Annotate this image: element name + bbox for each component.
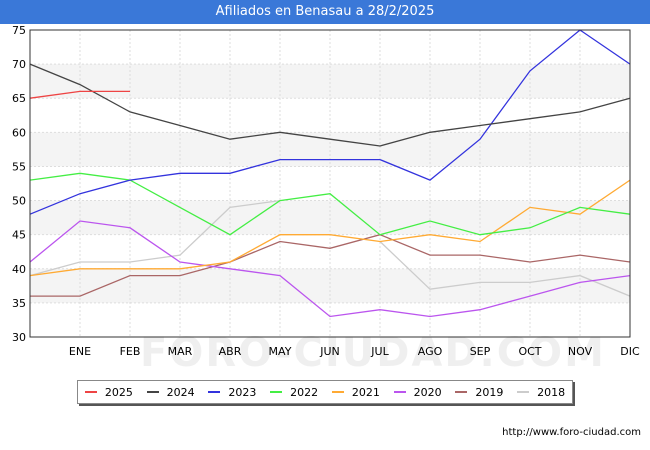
legend-label: 2025 xyxy=(104,385,133,399)
legend-label: 2018 xyxy=(537,385,566,399)
series-line-2019 xyxy=(30,234,631,297)
y-tick-label: 55 xyxy=(12,160,26,173)
x-tick-label: OCT xyxy=(518,345,541,358)
series-line-2025 xyxy=(29,90,130,99)
x-tick-label: MAY xyxy=(269,345,292,358)
series-line-2023 xyxy=(29,29,631,215)
legend-label: 2020 xyxy=(413,385,442,399)
y-tick-label: 60 xyxy=(12,126,26,139)
y-tick-label: 50 xyxy=(12,195,26,208)
plot-border xyxy=(29,29,631,338)
x-tick-label: DIC xyxy=(620,345,640,358)
y-axis-ticks: 30 35 40 45 50 55 60 65 70 75 xyxy=(12,24,26,344)
series-lines xyxy=(29,29,631,318)
legend: 2025 2024 2023 2022 2021 2020 2019 2018 xyxy=(77,380,573,404)
watermark: FORO-CIUDAD.COM xyxy=(140,330,606,376)
y-tick-label: 65 xyxy=(12,92,26,105)
x-tick-label: MAR xyxy=(168,345,193,358)
series-line-2020 xyxy=(29,220,631,318)
plot-band xyxy=(30,200,630,235)
plot-band xyxy=(30,64,630,99)
x-tick-label: JUL xyxy=(370,345,389,358)
legend-label: 2019 xyxy=(475,385,504,399)
x-tick-label: AGO xyxy=(418,345,443,358)
chart-title: Afiliados en Benasau a 28/2/2025 xyxy=(0,0,650,24)
x-tick-label: JUN xyxy=(319,345,340,358)
x-tick-label: FEB xyxy=(120,345,141,358)
legend-item-2018: 2018 xyxy=(517,386,565,399)
legend-swatch xyxy=(455,391,468,393)
y-tick-label: 35 xyxy=(12,297,26,310)
x-tick-label: ABR xyxy=(219,345,242,358)
legend-item-2023: 2023 xyxy=(208,386,256,399)
legend-swatch xyxy=(331,391,344,393)
legend-item-2022: 2022 xyxy=(270,386,318,399)
legend-item-2020: 2020 xyxy=(393,385,442,399)
source-url: http://www.foro-ciudad.com xyxy=(502,427,641,438)
legend-swatch xyxy=(393,391,406,393)
x-tick-label: SEP xyxy=(470,345,491,358)
legend-swatch xyxy=(146,391,159,393)
legend-item-2025: 2025 xyxy=(84,385,133,399)
legend-swatch xyxy=(270,391,283,393)
y-tick-label: 75 xyxy=(12,24,26,37)
series-line-2024 xyxy=(29,63,631,147)
legend-label: 2021 xyxy=(351,385,380,399)
y-tick-label: 30 xyxy=(12,331,26,344)
series-line-2018 xyxy=(29,199,631,297)
y-tick-label: 40 xyxy=(12,263,26,276)
legend-item-2019: 2019 xyxy=(455,386,503,399)
legend-item-2021: 2021 xyxy=(331,385,380,399)
y-tick-label: 70 xyxy=(12,58,26,71)
plot-band xyxy=(30,268,630,303)
legend-label: 2024 xyxy=(166,385,195,399)
x-tick-label: NOV xyxy=(568,345,593,358)
legend-label: 2022 xyxy=(290,385,319,399)
legend-item-2024: 2024 xyxy=(146,385,195,399)
y-tick-label: 45 xyxy=(12,229,26,242)
plot-band xyxy=(30,132,630,167)
legend-swatch xyxy=(208,391,221,393)
x-axis-ticks: ENE FEB MAR ABR MAY JUN JUL AGO SEP OCT NOV DIC xyxy=(69,345,640,358)
x-tick-label: ENE xyxy=(69,345,91,358)
legend-label: 2023 xyxy=(228,385,257,399)
legend-swatch xyxy=(517,391,530,393)
series-line-2021 xyxy=(29,179,631,277)
legend-swatch xyxy=(84,391,97,393)
